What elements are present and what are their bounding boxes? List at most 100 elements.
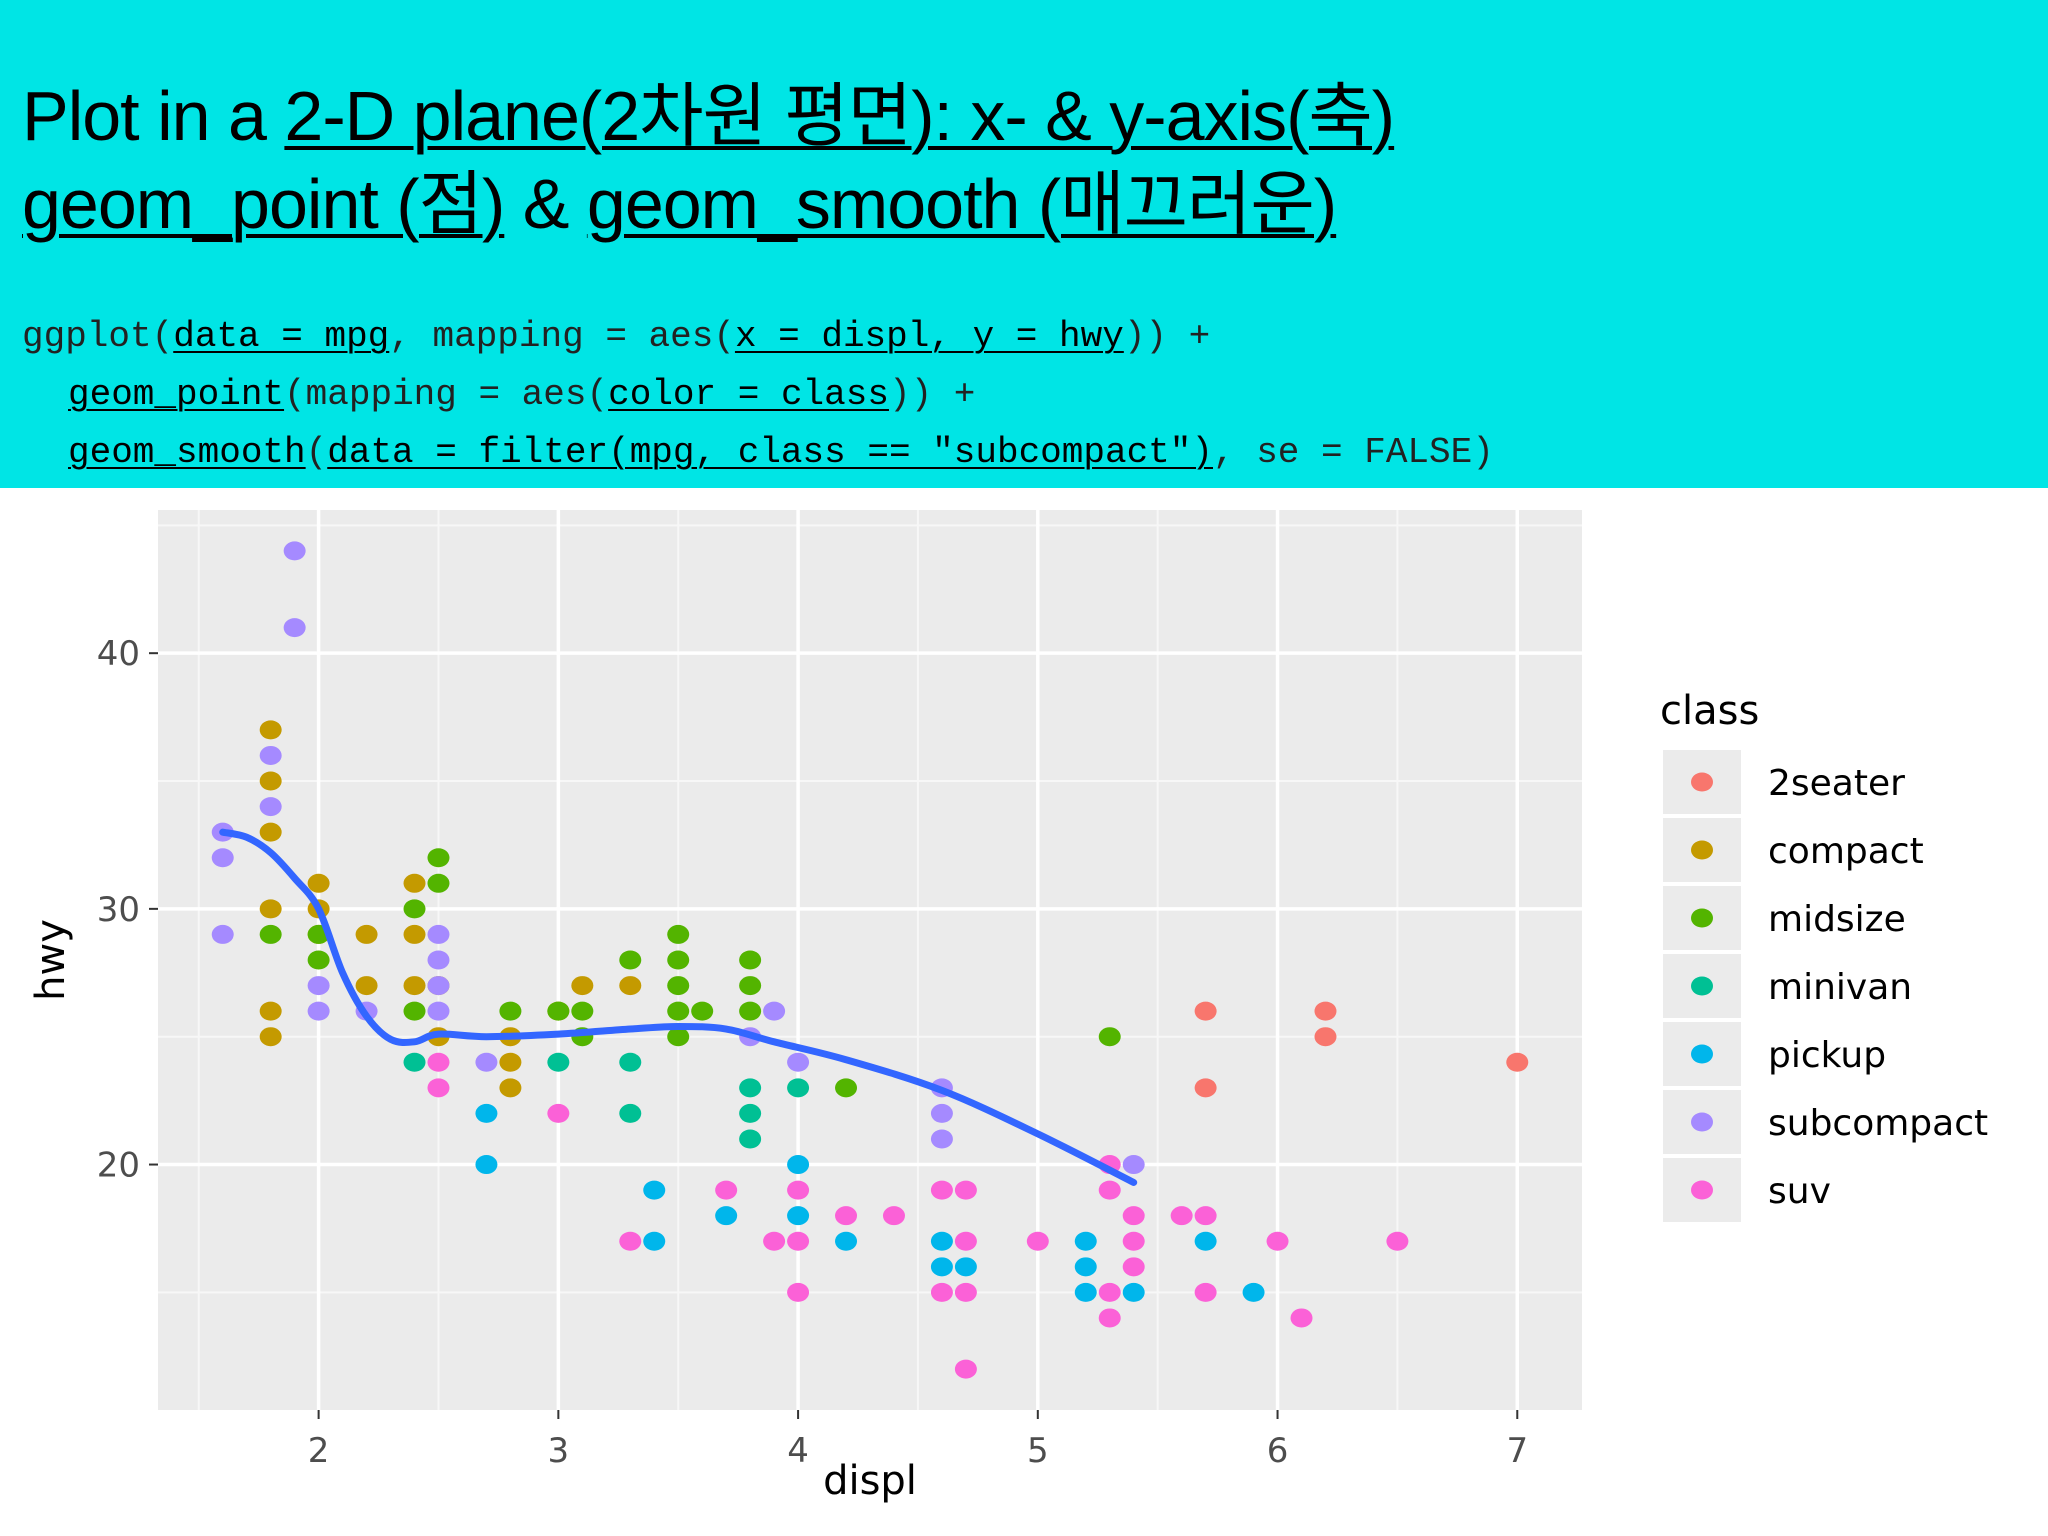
point-compact: [499, 1052, 522, 1072]
legend-label-pickup: pickup: [1768, 1035, 1886, 1076]
point-midsize: [619, 950, 642, 970]
point-pickup: [1194, 1231, 1217, 1251]
point-subcompact: [307, 1001, 330, 1021]
point-2seater: [1314, 1001, 1337, 1021]
point-midsize: [427, 848, 450, 868]
point-midsize: [667, 1001, 690, 1021]
point-2seater: [1314, 1027, 1337, 1047]
point-compact: [259, 899, 282, 919]
point-minivan: [739, 1129, 762, 1149]
point-midsize: [691, 1001, 714, 1021]
code-line-geom-point: geom_point(mapping = aes(color = class))…: [68, 374, 975, 415]
point-subcompact: [787, 1052, 810, 1072]
point-pickup: [930, 1231, 953, 1251]
x-tick-label: 2: [308, 1431, 330, 1471]
point-suv: [954, 1180, 977, 1200]
point-subcompact: [475, 1052, 498, 1072]
point-suv: [1194, 1282, 1217, 1302]
point-compact: [259, 1027, 282, 1047]
point-subcompact: [1122, 1155, 1145, 1175]
point-compact: [403, 924, 426, 944]
point-suv: [547, 1103, 570, 1123]
point-compact: [307, 873, 330, 893]
scatter-plot: 2 3 4 5 6 7 20 30 40 displ hwy class 2seater comp…: [28, 510, 1988, 1504]
point-compact: [259, 771, 282, 791]
title-ampersand: &: [504, 165, 587, 243]
legend-label-compact: compact: [1768, 831, 1924, 872]
legend-key-minivan: [1691, 976, 1713, 996]
point-subcompact: [283, 541, 306, 561]
point-minivan: [787, 1078, 810, 1098]
point-pickup: [1074, 1282, 1097, 1302]
point-midsize: [1098, 1027, 1121, 1047]
code-token: , mapping = aes(: [389, 316, 735, 357]
x-tick-label: 4: [787, 1431, 809, 1471]
legend-key-suv: [1691, 1180, 1713, 1200]
x-tick-label: 7: [1506, 1431, 1528, 1471]
code-line-geom-smooth: geom_smooth(data = filter(mpg, class == …: [68, 432, 1494, 473]
slide-header: Plot in a 2-D plane(2차원 평면): x- & y-axis…: [0, 0, 2048, 488]
point-subcompact: [427, 924, 450, 944]
point-minivan: [739, 1078, 762, 1098]
legend-label-minivan: minivan: [1768, 967, 1912, 1008]
point-midsize: [571, 1001, 594, 1021]
point-suv: [1122, 1257, 1145, 1277]
code-token: ggplot(: [22, 316, 174, 357]
point-suv: [427, 1078, 450, 1098]
point-suv: [930, 1282, 953, 1302]
legend: class 2seater compact midsize minivan pickup…: [1660, 688, 1988, 1222]
point-midsize: [259, 924, 282, 944]
legend-key-pickup: [1691, 1044, 1713, 1064]
y-tick-label: 30: [97, 890, 140, 930]
legend-key-subcompact: [1691, 1112, 1713, 1132]
x-tick-label: 6: [1267, 1431, 1289, 1471]
major-gridlines: [158, 510, 1582, 1410]
point-suv: [954, 1231, 977, 1251]
slide-title-line-1: Plot in a 2-D plane(2차원 평면): x- & y-axis…: [22, 60, 1395, 161]
point-suv: [715, 1180, 738, 1200]
point-subcompact: [930, 1103, 953, 1123]
point-minivan: [739, 1103, 762, 1123]
point-2seater: [1194, 1078, 1217, 1098]
point-subcompact: [763, 1001, 786, 1021]
point-suv: [787, 1231, 810, 1251]
point-subcompact: [427, 1001, 450, 1021]
point-subcompact: [307, 976, 330, 996]
point-suv: [763, 1231, 786, 1251]
point-midsize: [427, 873, 450, 893]
code-token: , se = FALSE): [1213, 432, 1494, 473]
legend-label-2seater: 2seater: [1768, 763, 1905, 804]
point-midsize: [739, 1001, 762, 1021]
code-token: data = filter(mpg, class == "subcompact"…: [327, 432, 1213, 473]
point-pickup: [475, 1103, 498, 1123]
point-compact: [619, 976, 642, 996]
point-suv: [882, 1206, 905, 1226]
title-underlined-2d-plane: 2-D plane(2차원 평면): x- & y-axis(축): [284, 77, 1395, 155]
code-token: geom_smooth: [68, 432, 306, 473]
point-pickup: [787, 1206, 810, 1226]
axes: 2 3 4 5 6 7 20 30 40: [97, 634, 1528, 1471]
x-axis-label: displ: [823, 1458, 917, 1504]
point-suv: [787, 1180, 810, 1200]
point-midsize: [307, 950, 330, 970]
point-midsize: [499, 1001, 522, 1021]
point-suv: [1026, 1231, 1049, 1251]
point-suv: [1194, 1206, 1217, 1226]
y-tick-label: 40: [97, 634, 140, 674]
point-subcompact: [259, 797, 282, 817]
legend-key-2seater: [1691, 772, 1713, 792]
point-pickup: [1242, 1282, 1265, 1302]
point-compact: [355, 924, 378, 944]
point-midsize: [835, 1078, 858, 1098]
minor-gridlines: [158, 510, 1582, 1410]
point-suv: [835, 1206, 858, 1226]
x-tick-label: 5: [1027, 1431, 1049, 1471]
point-suv: [1122, 1231, 1145, 1251]
smooth-curve-group: [219, 828, 1138, 1186]
legend-title: class: [1660, 688, 1759, 734]
point-suv: [954, 1282, 977, 1302]
point-minivan: [403, 1052, 426, 1072]
point-midsize: [739, 976, 762, 996]
point-compact: [355, 976, 378, 996]
point-midsize: [667, 1027, 690, 1047]
